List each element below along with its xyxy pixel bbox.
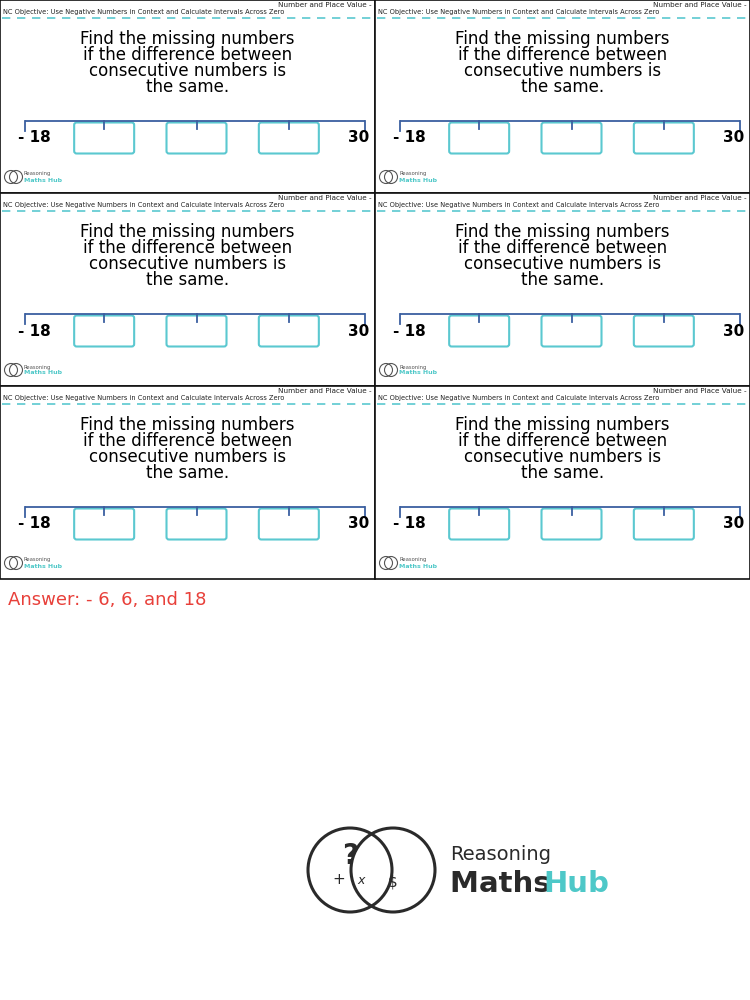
Text: Find the missing numbers: Find the missing numbers	[455, 416, 670, 434]
Text: consecutive numbers is: consecutive numbers is	[464, 62, 661, 80]
Text: 30: 30	[348, 324, 369, 338]
Text: Maths: Maths	[450, 870, 561, 898]
FancyBboxPatch shape	[74, 508, 134, 540]
Text: Find the missing numbers: Find the missing numbers	[455, 30, 670, 48]
Text: the same.: the same.	[146, 78, 229, 96]
Text: - 18: - 18	[393, 324, 426, 338]
Text: 30: 30	[348, 130, 369, 145]
Text: Number and Place Value -: Number and Place Value -	[278, 2, 372, 8]
Text: NC Objective: Use Negative Numbers in Context and Calculate Intervals Across Zer: NC Objective: Use Negative Numbers in Co…	[378, 202, 659, 208]
Text: NC Objective: Use Negative Numbers in Context and Calculate Intervals Across Zer: NC Objective: Use Negative Numbers in Co…	[3, 9, 284, 15]
Text: Find the missing numbers: Find the missing numbers	[80, 223, 295, 241]
Bar	[375, 193, 750, 386]
FancyBboxPatch shape	[634, 316, 694, 347]
Text: if the difference between: if the difference between	[458, 432, 667, 450]
Text: Maths Hub: Maths Hub	[24, 178, 62, 182]
Text: the same.: the same.	[521, 271, 604, 289]
Text: the same.: the same.	[521, 464, 604, 482]
Text: Number and Place Value -: Number and Place Value -	[278, 388, 372, 394]
Text: Hub: Hub	[543, 870, 609, 898]
Text: 30: 30	[723, 324, 744, 338]
FancyBboxPatch shape	[449, 508, 509, 540]
Text: - 18: - 18	[393, 516, 426, 532]
Text: Reasoning: Reasoning	[24, 364, 51, 369]
Text: NC Objective: Use Negative Numbers in Context and Calculate Intervals Across Zer: NC Objective: Use Negative Numbers in Co…	[3, 202, 284, 208]
FancyBboxPatch shape	[259, 316, 319, 347]
Text: Reasoning: Reasoning	[399, 364, 426, 369]
Text: x: x	[357, 874, 364, 886]
Text: $: $	[388, 874, 398, 890]
Text: Reasoning: Reasoning	[24, 558, 51, 562]
Text: Reasoning: Reasoning	[24, 172, 51, 176]
FancyBboxPatch shape	[74, 316, 134, 347]
Text: consecutive numbers is: consecutive numbers is	[89, 448, 286, 466]
Bar	[0, 193, 375, 386]
Text: Maths Hub: Maths Hub	[24, 564, 62, 568]
Text: consecutive numbers is: consecutive numbers is	[464, 255, 661, 273]
Text: if the difference between: if the difference between	[458, 239, 667, 257]
Text: if the difference between: if the difference between	[83, 239, 292, 257]
Text: the same.: the same.	[146, 464, 229, 482]
Text: NC Objective: Use Negative Numbers in Context and Calculate Intervals Across Zer: NC Objective: Use Negative Numbers in Co…	[378, 395, 659, 401]
Text: Find the missing numbers: Find the missing numbers	[455, 223, 670, 241]
Bar	[0, 386, 375, 579]
Text: if the difference between: if the difference between	[458, 46, 667, 64]
Bar	[375, 386, 750, 579]
FancyBboxPatch shape	[166, 316, 226, 347]
Text: Number and Place Value -: Number and Place Value -	[653, 2, 747, 8]
Text: if the difference between: if the difference between	[83, 432, 292, 450]
Text: 30: 30	[723, 516, 744, 532]
FancyBboxPatch shape	[259, 122, 319, 153]
Bar	[0, 0, 375, 193]
FancyBboxPatch shape	[259, 508, 319, 540]
FancyBboxPatch shape	[634, 122, 694, 153]
FancyBboxPatch shape	[449, 316, 509, 347]
Text: consecutive numbers is: consecutive numbers is	[89, 255, 286, 273]
Text: - 18: - 18	[393, 130, 426, 145]
Text: Find the missing numbers: Find the missing numbers	[80, 416, 295, 434]
FancyBboxPatch shape	[634, 508, 694, 540]
FancyBboxPatch shape	[166, 508, 226, 540]
Text: - 18: - 18	[18, 516, 51, 532]
Text: +: +	[333, 872, 345, 888]
FancyBboxPatch shape	[449, 122, 509, 153]
Text: Maths Hub: Maths Hub	[399, 178, 437, 182]
Text: Maths Hub: Maths Hub	[24, 370, 62, 375]
Text: Reasoning: Reasoning	[399, 558, 426, 562]
Text: Answer: - 6, 6, and 18: Answer: - 6, 6, and 18	[8, 591, 206, 609]
Text: consecutive numbers is: consecutive numbers is	[464, 448, 661, 466]
Text: Reasoning: Reasoning	[399, 172, 426, 176]
Text: - 18: - 18	[18, 130, 51, 145]
Text: Find the missing numbers: Find the missing numbers	[80, 30, 295, 48]
Text: - 18: - 18	[18, 324, 51, 338]
FancyBboxPatch shape	[542, 508, 602, 540]
Text: NC Objective: Use Negative Numbers in Context and Calculate Intervals Across Zer: NC Objective: Use Negative Numbers in Co…	[3, 395, 284, 401]
Bar	[375, 0, 750, 193]
Text: NC Objective: Use Negative Numbers in Context and Calculate Intervals Across Zer: NC Objective: Use Negative Numbers in Co…	[378, 9, 659, 15]
Text: consecutive numbers is: consecutive numbers is	[89, 62, 286, 80]
Text: Reasoning: Reasoning	[450, 844, 551, 863]
Text: the same.: the same.	[521, 78, 604, 96]
Text: 30: 30	[723, 130, 744, 145]
Text: ?: ?	[342, 842, 358, 870]
FancyBboxPatch shape	[542, 316, 602, 347]
Text: Number and Place Value -: Number and Place Value -	[653, 388, 747, 394]
Text: Maths Hub: Maths Hub	[399, 564, 437, 568]
Text: if the difference between: if the difference between	[83, 46, 292, 64]
FancyBboxPatch shape	[74, 122, 134, 153]
Text: Number and Place Value -: Number and Place Value -	[653, 195, 747, 201]
Text: the same.: the same.	[146, 271, 229, 289]
Text: 30: 30	[348, 516, 369, 532]
Text: Maths Hub: Maths Hub	[399, 370, 437, 375]
Text: Number and Place Value -: Number and Place Value -	[278, 195, 372, 201]
FancyBboxPatch shape	[542, 122, 602, 153]
FancyBboxPatch shape	[166, 122, 226, 153]
